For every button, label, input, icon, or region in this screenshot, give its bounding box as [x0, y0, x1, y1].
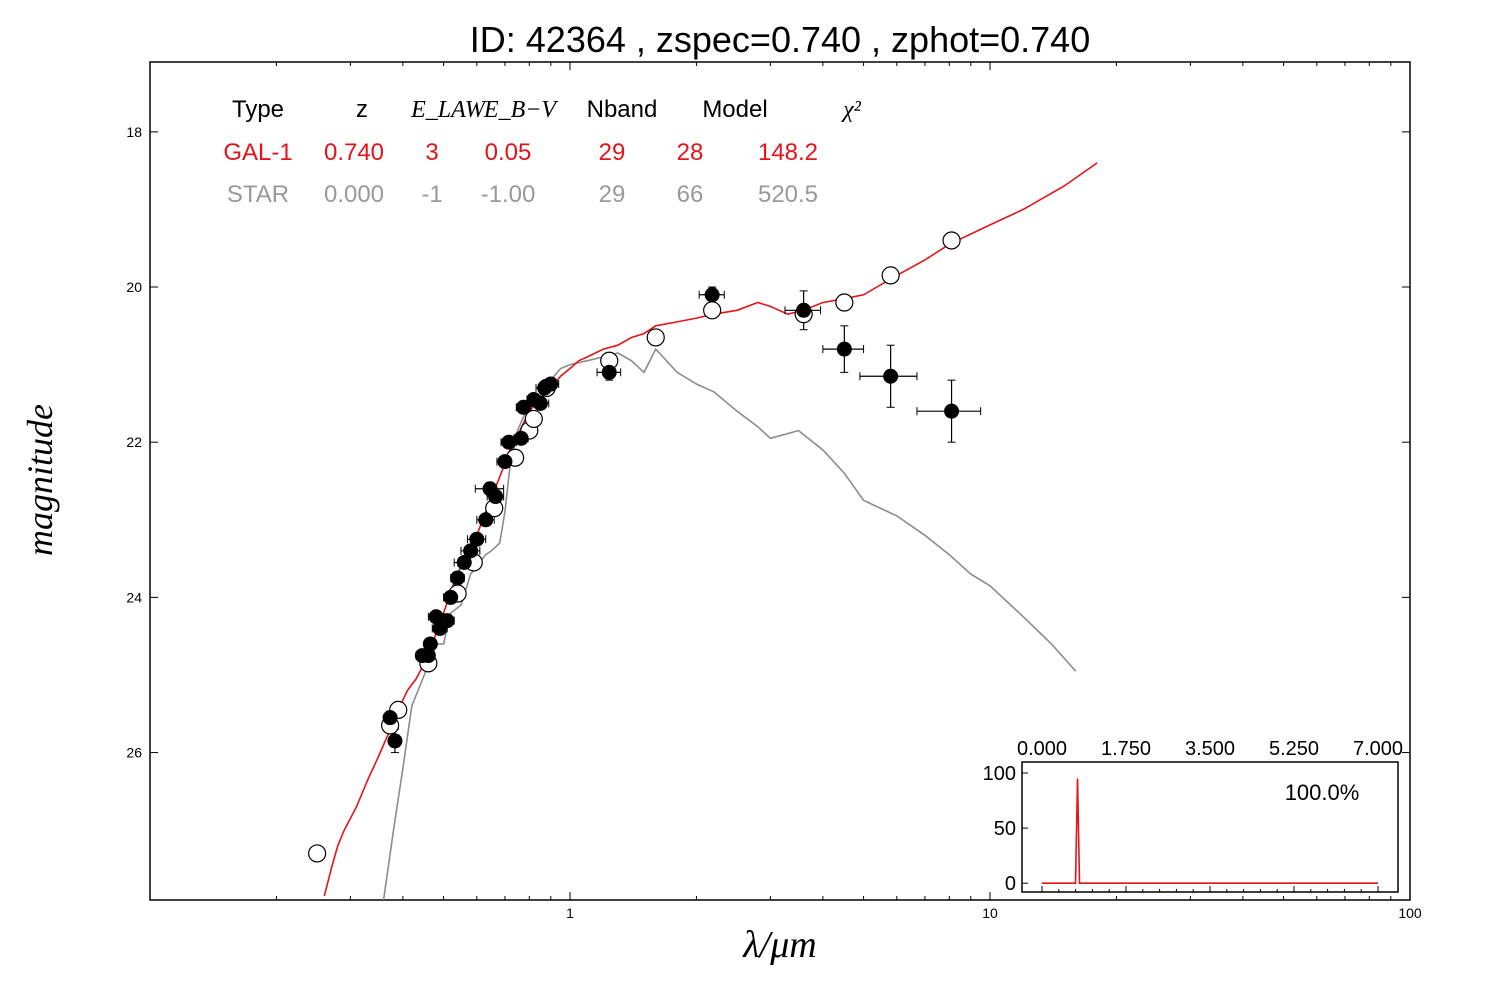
observed-point	[456, 554, 472, 570]
observed-point	[532, 395, 548, 411]
inset-y-tick-label: 0	[1005, 873, 1016, 895]
model-point	[835, 293, 854, 312]
x-tick-label: 1	[566, 905, 574, 921]
observed-point	[420, 648, 436, 664]
table-header: χ²	[841, 97, 862, 123]
observed-point	[422, 636, 438, 652]
x-axis-label: λ/μm	[742, 924, 817, 966]
observed-point	[382, 710, 398, 726]
observed-point	[478, 512, 494, 528]
table-header: E_B−V	[483, 97, 559, 123]
inset-y-tick-label: 50	[994, 818, 1016, 840]
fit-table: Type z E_LAW E_B−V Nband Model χ² GAL-1 0.740 3 0.…	[223, 96, 861, 208]
observed-point	[796, 302, 812, 318]
y-tick-label: 18	[126, 124, 142, 140]
inset-x-tick-label: 3.500	[1185, 738, 1235, 760]
table-cell: 0.000	[324, 181, 384, 208]
model-point	[881, 266, 900, 285]
galaxy-spectrum-line	[323, 162, 1098, 897]
plot-area	[149, 61, 1411, 901]
model-spectra	[323, 162, 1098, 901]
observed-point	[450, 570, 466, 586]
inset-border	[1021, 761, 1399, 893]
observed-point	[704, 287, 720, 303]
observed-point	[501, 434, 517, 450]
table-cell: -1	[421, 181, 442, 208]
table-cell: 29	[599, 181, 626, 208]
table-header: E_LAW	[410, 97, 487, 123]
table-cell: 148.2	[758, 139, 818, 166]
observed-point	[513, 430, 529, 446]
y-tick-label: 24	[126, 589, 142, 605]
observed-point	[488, 489, 504, 505]
table-cell: -1.00	[481, 181, 536, 208]
table-cell: 29	[599, 139, 626, 166]
table-cell: STAR	[227, 181, 289, 208]
table-cell: GAL-1	[223, 139, 292, 166]
axis-ticks: 1 10 100 18 20 22 24 26	[126, 62, 1422, 921]
table-cell: 520.5	[758, 181, 818, 208]
observed-point	[836, 341, 852, 357]
observed-point	[543, 376, 559, 392]
table-header: Nband	[587, 96, 658, 123]
y-tick-label: 22	[126, 434, 142, 450]
observed-point	[883, 368, 899, 384]
table-header: z	[356, 96, 368, 123]
star-spectrum-line	[382, 347, 1077, 901]
model-point	[703, 301, 722, 320]
inset-y-tick-label: 100	[983, 763, 1016, 785]
observed-point	[497, 454, 513, 470]
table-header: Type	[232, 96, 284, 123]
table-cell: 66	[677, 181, 704, 208]
plot-border	[149, 61, 1411, 901]
model-point	[308, 844, 327, 863]
inset-x-tick-label: 0.000	[1017, 738, 1067, 760]
observed-point	[463, 543, 479, 559]
photometry-points	[308, 231, 982, 863]
table-header: Model	[702, 96, 767, 123]
pdf-line	[1042, 778, 1378, 884]
x-tick-label: 10	[982, 905, 998, 921]
y-axis-label: magnitude	[20, 404, 60, 556]
inset-percent-label: 100.0%	[1285, 780, 1360, 805]
chart-title: ID: 42364 , zspec=0.740 , zphot=0.740	[470, 19, 1090, 60]
observed-point	[516, 399, 532, 415]
y-tick-label: 26	[126, 745, 142, 761]
model-point	[942, 231, 961, 250]
observed-point	[443, 589, 459, 605]
y-tick-label: 20	[126, 279, 142, 295]
inset-x-tick-label: 1.750	[1101, 738, 1151, 760]
model-point	[646, 328, 665, 347]
table-cell: 28	[677, 139, 704, 166]
redshift-pdf-inset: 0.000 1.750 3.500 5.250 7.000 0 50 100 100.0%	[983, 738, 1403, 895]
observed-point	[387, 733, 403, 749]
observed-point	[601, 364, 617, 380]
inset-x-tick-label: 5.250	[1269, 738, 1319, 760]
observed-point	[439, 613, 455, 629]
observed-point	[944, 403, 960, 419]
table-cell: 0.05	[485, 139, 532, 166]
observed-point	[469, 531, 485, 547]
table-cell: 3	[425, 139, 438, 166]
model-point	[524, 409, 543, 429]
table-cell: 0.740	[324, 139, 384, 166]
x-tick-label: 100	[1398, 905, 1422, 921]
inset-x-tick-label: 7.000	[1353, 738, 1403, 760]
